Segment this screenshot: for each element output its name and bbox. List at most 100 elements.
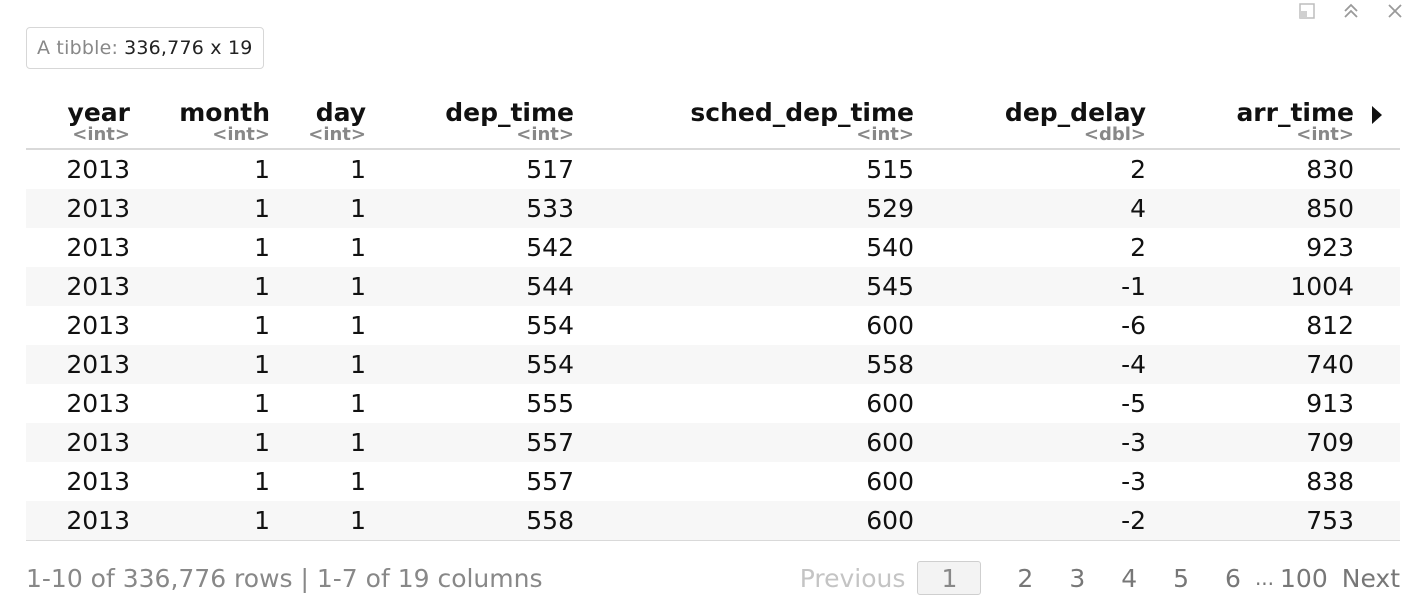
table-cell-spacer [1354, 423, 1400, 462]
column-header-arr-time[interactable]: arr_time <int> [1146, 86, 1354, 149]
window-controls [1296, 0, 1406, 22]
table-cell-spacer [1354, 501, 1400, 541]
table-row: 2013 1 1 554 558 -4 740 [26, 345, 1400, 384]
table-cell: 515 [866, 155, 914, 184]
table-cell: 1 [350, 389, 366, 418]
table-cell: 1 [350, 467, 366, 496]
page-4-button[interactable]: 4 [1121, 563, 1138, 593]
table-cell: 2013 [26, 267, 130, 306]
table-cell: 2013 [66, 155, 130, 184]
table-cell: 1 [350, 155, 366, 184]
table-cell: 1 [270, 189, 366, 228]
column-type: <int> [856, 124, 914, 145]
table-cell: 2 [1130, 233, 1146, 262]
table-cell: 4 [914, 189, 1146, 228]
page-2-button[interactable]: 2 [1017, 563, 1034, 593]
table-row: 2013 1 1 557 600 -3 709 [26, 423, 1400, 462]
previous-page-button[interactable]: Previous [799, 563, 906, 593]
table-cell: 1004 [1146, 267, 1354, 306]
table-cell: 557 [526, 467, 574, 496]
table-row: 2013 1 1 517 515 2 830 [26, 149, 1400, 189]
table-cell: 913 [1306, 389, 1354, 418]
pagination-ellipsis: ... [1254, 566, 1275, 590]
next-columns-button[interactable] [1354, 86, 1400, 149]
close-icon[interactable] [1384, 0, 1406, 22]
table-header-row: year <int> month <int> day <int> dep_tim… [26, 86, 1400, 149]
table-cell-spacer [1354, 228, 1400, 267]
column-header-day[interactable]: day <int> [270, 86, 366, 149]
table-cell: 600 [574, 501, 914, 541]
table-row: 2013 1 1 557 600 -3 838 [26, 462, 1400, 501]
table-row: 2013 1 1 555 600 -5 913 [26, 384, 1400, 423]
table-cell: 838 [1306, 467, 1354, 496]
column-header-dep-delay[interactable]: dep_delay <dbl> [914, 86, 1146, 149]
table-cell: 1 [350, 233, 366, 262]
current-page-button[interactable]: 1 [917, 561, 982, 595]
table-cell: 2013 [26, 345, 130, 384]
column-name: year [67, 98, 130, 127]
table-cell: 850 [1146, 189, 1354, 228]
column-header-dep-time[interactable]: dep_time <int> [366, 86, 574, 149]
table-cell: 2013 [66, 389, 130, 418]
row-column-status: 1-10 of 336,776 rows | 1-7 of 19 columns [26, 563, 543, 593]
table-cell: 1 [254, 233, 270, 262]
table-cell: 558 [366, 501, 574, 541]
column-type: <int> [516, 124, 574, 145]
table-cell: 1 [270, 345, 366, 384]
table-cell-spacer [1354, 345, 1400, 384]
column-header-sched-dep-time[interactable]: sched_dep_time <int> [574, 86, 914, 149]
table-cell: -6 [1121, 311, 1146, 340]
table-cell: 1 [270, 501, 366, 541]
table-cell: 740 [1146, 345, 1354, 384]
table-cell: 555 [526, 389, 574, 418]
table-cell: 830 [1306, 155, 1354, 184]
table-cell: 709 [1146, 423, 1354, 462]
table-row: 2013 1 1 554 600 -6 812 [26, 306, 1400, 345]
table-cell: 1 [130, 189, 270, 228]
summary-dimensions: 336,776 x 19 [124, 37, 253, 59]
table-row: 2013 1 1 533 529 4 850 [26, 189, 1400, 228]
column-name: dep_delay [1004, 98, 1146, 127]
table-row: 2013 1 1 558 600 -2 753 [26, 501, 1400, 541]
caret-right-icon [1372, 106, 1382, 124]
data-table: year <int> month <int> day <int> dep_tim… [26, 86, 1400, 541]
table-row: 2013 1 1 544 545 -1 1004 [26, 267, 1400, 306]
table-cell: 2013 [26, 501, 130, 541]
popout-icon[interactable] [1296, 0, 1318, 22]
page-100-button[interactable]: 100 [1280, 563, 1328, 593]
chevron-up-double-icon[interactable] [1340, 0, 1362, 22]
table-cell-spacer [1354, 462, 1400, 501]
table-cell: 753 [1146, 501, 1354, 541]
column-header-year[interactable]: year <int> [26, 86, 130, 149]
page-6-button[interactable]: 6 [1225, 563, 1241, 593]
table-footer: 1-10 of 336,776 rows | 1-7 of 19 columns… [26, 558, 1400, 598]
table-cell: 1 [130, 345, 270, 384]
table-cell-spacer [1354, 384, 1400, 423]
summary-prefix: A tibble: [37, 37, 119, 59]
next-page-button[interactable]: Next [1341, 563, 1400, 593]
table-cell: 554 [366, 345, 574, 384]
page-5-button[interactable]: 5 [1173, 563, 1190, 593]
page-3-button[interactable]: 3 [1069, 563, 1086, 593]
column-type: <int> [72, 124, 130, 145]
table-cell-spacer [1354, 306, 1400, 345]
table-cell: -2 [914, 501, 1146, 541]
table-cell: 600 [866, 389, 914, 418]
column-name: arr_time [1236, 98, 1354, 127]
table-cell: 540 [866, 233, 914, 262]
table-cell: 542 [526, 233, 574, 262]
table-cell: 1 [130, 267, 270, 306]
table-cell: 2013 [66, 467, 130, 496]
table-cell: 2 [1130, 155, 1146, 184]
table-cell: 812 [1306, 311, 1354, 340]
table-cell-spacer [1354, 149, 1400, 189]
table-cell: 517 [526, 155, 574, 184]
table-cell: 529 [574, 189, 914, 228]
table-cell: 923 [1306, 233, 1354, 262]
table-cell: 600 [866, 311, 914, 340]
column-header-month[interactable]: month <int> [130, 86, 270, 149]
table-cell: 545 [574, 267, 914, 306]
table-cell: 2013 [66, 311, 130, 340]
table-cell: 600 [574, 423, 914, 462]
table-cell-spacer [1354, 267, 1400, 306]
